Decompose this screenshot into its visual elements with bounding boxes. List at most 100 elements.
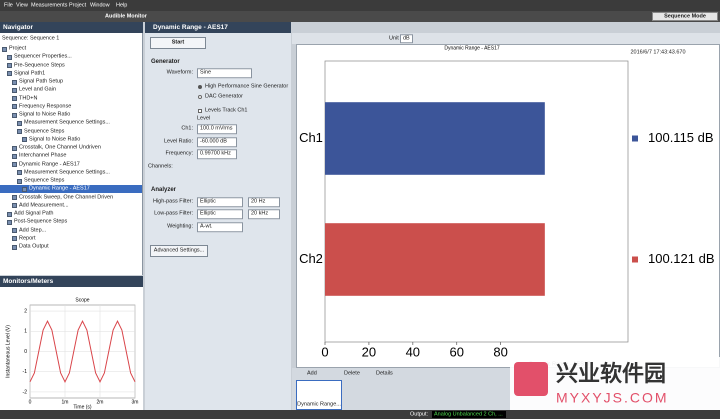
tree-item[interactable]: Sequencer Properties... [14, 53, 72, 60]
timestamp: 2016/6/7 17:43:43.670 [630, 49, 686, 56]
result-thumbnail[interactable] [296, 380, 342, 410]
y-tick-label: 0 [24, 349, 27, 355]
tree-item[interactable]: Sequence Steps [24, 177, 65, 184]
panel-title: Monitors/Meters [3, 277, 54, 285]
dropdown[interactable]: Elliptic [197, 197, 243, 207]
label: Frequency: [165, 150, 193, 157]
dropdown[interactable]: A-wt. [197, 222, 243, 232]
value-label: 100.121 dB [648, 251, 715, 266]
tree-item[interactable]: Signal to Noise Ratio [29, 136, 81, 142]
input[interactable]: 20 Hz [248, 197, 280, 207]
y-tick-label: 1 [24, 329, 27, 335]
tree-icon [17, 129, 22, 134]
label: Low-pass Filter: [154, 210, 193, 217]
y-tick-label: -2 [23, 389, 28, 395]
input[interactable]: -60.000 dB [197, 137, 237, 147]
panel-title: Dynamic Range - AES17 [153, 23, 228, 31]
label: Channels: [148, 163, 173, 170]
menu-item[interactable]: File [4, 1, 13, 8]
tree-item[interactable]: Add Measurement... [19, 202, 69, 208]
toolbar [0, 11, 720, 22]
label: Waveform: [166, 69, 193, 76]
x-tick-label: 40 [406, 344, 420, 359]
details-button[interactable]: Details [376, 369, 393, 376]
tree-item[interactable]: THD+N [19, 94, 38, 101]
menu-item[interactable]: Help [116, 1, 128, 8]
checkbox-label[interactable]: Levels Track Ch1 [205, 107, 248, 114]
tree-item[interactable]: Measurement Sequence Settings... [24, 119, 110, 126]
delete-button[interactable]: Delete [344, 369, 360, 376]
tree-item[interactable]: Dynamic Range - AES17 [29, 185, 90, 192]
x-axis-label: Time (s) [73, 404, 91, 410]
thumbnail-label[interactable]: Dynamic Range... [297, 401, 341, 408]
tree-item[interactable]: Interchannel Phase [19, 152, 67, 159]
tree-item[interactable]: Data Output [19, 243, 49, 250]
start-button[interactable] [150, 37, 206, 49]
advanced-button[interactable] [150, 245, 208, 257]
tree-item[interactable]: Project [9, 45, 27, 52]
tree-icon [12, 195, 17, 200]
tree-item[interactable]: Signal Path Setup [19, 78, 64, 85]
checkbox[interactable] [198, 109, 202, 113]
y-tick-label: 2 [24, 308, 27, 314]
menu-item[interactable]: Window [90, 1, 110, 8]
watermark-name: 兴业软件园 [556, 361, 666, 386]
x-tick-label: 20 [362, 344, 376, 359]
radio-label[interactable]: DAC Generator [205, 93, 243, 100]
radio[interactable] [198, 95, 202, 99]
audible-monitor: Audible Monitor [105, 12, 147, 19]
result-toolbar [292, 33, 720, 44]
menu-item[interactable]: Project [69, 1, 87, 8]
section-title: Generator [151, 59, 180, 65]
sequence-label: Sequence: [2, 35, 29, 42]
input[interactable]: 0.99700 kHz [197, 149, 237, 159]
dropdown[interactable]: Elliptic [197, 209, 243, 219]
label: Unit [389, 34, 399, 41]
tree-icon [2, 46, 7, 52]
radio[interactable] [198, 85, 202, 89]
tree-icon [12, 112, 17, 118]
navigator-panel [0, 22, 143, 275]
mode-dropdown[interactable] [652, 12, 718, 21]
tree-icon [22, 137, 27, 143]
section-title: Analyzer [151, 187, 177, 193]
tree-item[interactable]: Level and Gain [19, 86, 56, 93]
tree-item[interactable]: Frequency Response [19, 103, 72, 109]
dropdown[interactable]: Sine [197, 68, 252, 78]
tree-item[interactable]: Report [19, 235, 36, 241]
tree-icon [12, 79, 17, 85]
tree-item[interactable]: Dynamic Range - AES17 [19, 160, 80, 167]
tree-item[interactable]: Add Signal Path [14, 210, 54, 217]
add-button[interactable]: Add [307, 369, 317, 376]
bar [325, 223, 545, 296]
tree-item[interactable]: Pre-Sequence Steps [14, 61, 65, 68]
tree-item[interactable]: Measurement Sequence Settings... [24, 169, 110, 175]
tree-icon [12, 87, 17, 93]
menu-item[interactable]: View [16, 1, 28, 8]
tree-item[interactable]: Signal Path1 [14, 70, 46, 76]
start-label: Start [171, 39, 185, 46]
unit-select[interactable]: dB [400, 33, 413, 44]
input[interactable]: 100.0 mVrms [197, 124, 237, 134]
tree-icon [12, 228, 17, 233]
radio-label[interactable]: High Performance Sine Generator [205, 83, 289, 90]
tree-item[interactable]: Crosstalk, One Channel Undriven [19, 144, 101, 151]
tree-item[interactable]: Post-Sequence Steps [14, 218, 68, 225]
input[interactable]: 20 kHz [248, 209, 280, 219]
tree-icon [17, 170, 22, 176]
category-label: Ch1 [299, 130, 323, 145]
tree-item[interactable]: Add Step... [19, 226, 47, 233]
sequence-select[interactable]: Sequence 1 [30, 35, 60, 42]
settings-header [145, 22, 291, 33]
tree-item[interactable]: Crosstalk Sweep, One Channel Driven [19, 193, 114, 200]
result-chart-area [296, 44, 720, 368]
y-axis-label: Instantaneous Level (V) [5, 325, 11, 378]
tree-item[interactable]: Signal to Noise Ratio [19, 111, 71, 118]
tree-item[interactable]: Sequence Steps [24, 127, 65, 134]
selected-row [0, 185, 142, 194]
label: Level [197, 115, 211, 122]
sequence-mode[interactable]: Sequence Mode [664, 12, 706, 19]
menu-item[interactable]: Measurements [31, 1, 68, 8]
